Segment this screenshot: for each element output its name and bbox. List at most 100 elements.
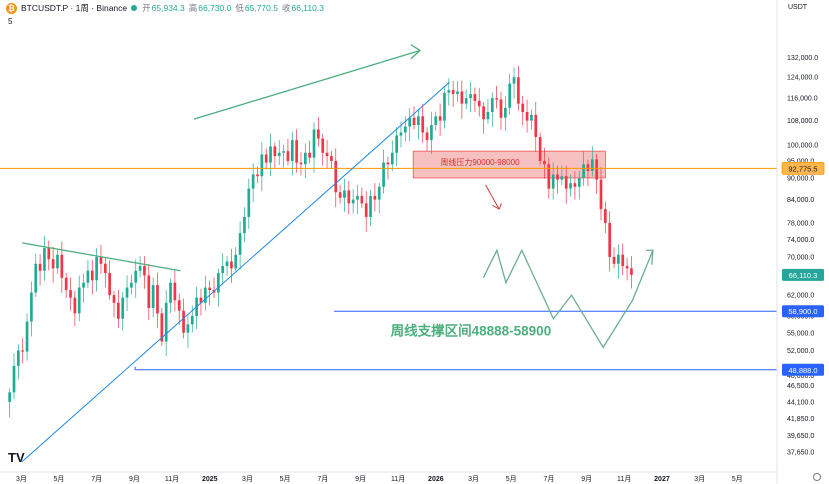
price-tick-label: 132,000.0 (787, 55, 818, 62)
symbol-title[interactable]: BTCUSDT.P · 1周 · Binance (21, 3, 128, 13)
candle-body (464, 98, 468, 104)
price-tick-label: 41,850.0 (787, 416, 814, 423)
candle-body (325, 152, 329, 157)
candle-body (538, 137, 542, 161)
candle-body (221, 266, 225, 274)
candle-body (386, 162, 390, 165)
candle-body (151, 285, 155, 309)
candle-body (556, 174, 559, 180)
high-label: 高 (188, 3, 198, 13)
last-price-badge-bg (781, 161, 825, 175)
current-price-badge-bg (782, 268, 824, 281)
candle-body (82, 282, 85, 288)
descending-trendline (21, 242, 181, 272)
candle-body (360, 195, 364, 204)
time-tick-label: 2027 (654, 476, 670, 483)
candle-body (90, 270, 94, 281)
candle-body (512, 77, 516, 84)
candle-body (295, 140, 298, 163)
time-tick-label: 9月 (129, 475, 140, 483)
candle-body (447, 90, 451, 93)
candle-body (69, 290, 72, 298)
candle-body (299, 162, 303, 165)
candle-body (343, 190, 346, 198)
candle-body (517, 77, 520, 104)
down-arrow-head (492, 203, 502, 210)
candle-body (486, 112, 490, 120)
time-axis[interactable]: 3月 5月 7月 9月 11月 2025 3月 5月 7月 9月 11月 2026 3月 5月 7月 9月 11… (0, 471, 821, 483)
candle-body (417, 116, 420, 126)
candle-body (95, 256, 98, 281)
time-tick-label: 9月 (581, 475, 592, 483)
open-label: 开 (142, 3, 151, 13)
candle-body (30, 292, 33, 322)
candle-body (177, 300, 181, 311)
ascending-support-trendline (21, 81, 450, 463)
candle-body (251, 174, 255, 189)
candle-body (499, 99, 503, 118)
candle-body (508, 83, 512, 108)
candle-body (630, 268, 633, 275)
time-tick-label: 5月 (53, 475, 64, 483)
candle-body (56, 254, 59, 269)
candle-body (21, 350, 25, 352)
candle-body (430, 125, 433, 141)
candle-body (203, 287, 207, 303)
price-tick-label: 70,000.0 (787, 254, 814, 261)
candle-body (160, 313, 164, 342)
price-axis[interactable]: 132,000.0 124,000.0 116,000.0 108,000.0 100,… (776, 0, 825, 484)
settings-gear-icon (813, 473, 821, 481)
candle-body (408, 117, 412, 127)
support-bottom-badge: 48,888.0 (788, 366, 817, 375)
time-tick-label: 2026 (428, 476, 444, 483)
candle-body (317, 129, 320, 139)
candle-body (273, 146, 277, 157)
candle-body (190, 316, 194, 325)
candle-body (225, 261, 229, 267)
candle-body (264, 154, 268, 163)
candle-body (64, 277, 68, 291)
candle-body (377, 186, 381, 200)
projected-path (482, 248, 654, 349)
candle-body (99, 256, 103, 264)
candle-body (269, 146, 272, 163)
candle-body (369, 195, 372, 217)
time-tick-label: 5月 (280, 475, 291, 483)
last-price-badge: 92,775.5 (788, 164, 817, 173)
candle-body (156, 285, 159, 314)
candle-body (34, 263, 38, 293)
candle-body (569, 183, 572, 189)
candle-body (490, 98, 494, 113)
candle-body (434, 116, 438, 126)
close-value: 66,110.3 (291, 3, 324, 13)
candle-body (238, 233, 242, 255)
time-tick-label: 7月 (543, 475, 554, 483)
candle-body (234, 254, 238, 269)
candle-body (334, 160, 338, 193)
candle-body (390, 152, 394, 165)
currency-label: USDT (788, 4, 808, 11)
candle-body (625, 266, 629, 269)
time-tick-label: 7月 (317, 475, 328, 483)
price-tick-label: 108,000.0 (787, 118, 818, 125)
price-tick-label: 84,000.0 (787, 197, 814, 204)
resistance-zone-label: 周线压力90000-98000 (440, 157, 520, 167)
candle-body (425, 132, 429, 141)
price-tick-label: 78,000.0 (787, 220, 814, 227)
indicator-value: 5 (8, 17, 13, 26)
price-tick-label: 95,000.0 (787, 158, 814, 165)
price-tick-label: 100,000.0 (787, 142, 818, 149)
candle-body (169, 282, 172, 303)
candle-body (47, 248, 51, 260)
price-tick-label: 74,000.0 (787, 237, 814, 244)
candle-body (73, 297, 77, 314)
candle-body (277, 152, 281, 157)
candle-body (595, 159, 598, 180)
candle-body (460, 91, 464, 104)
candle-body (290, 140, 294, 161)
candle-body (456, 91, 459, 95)
support-top-badge: 58,900.0 (788, 307, 817, 316)
candle-body (608, 222, 612, 257)
candle-body (103, 263, 107, 274)
